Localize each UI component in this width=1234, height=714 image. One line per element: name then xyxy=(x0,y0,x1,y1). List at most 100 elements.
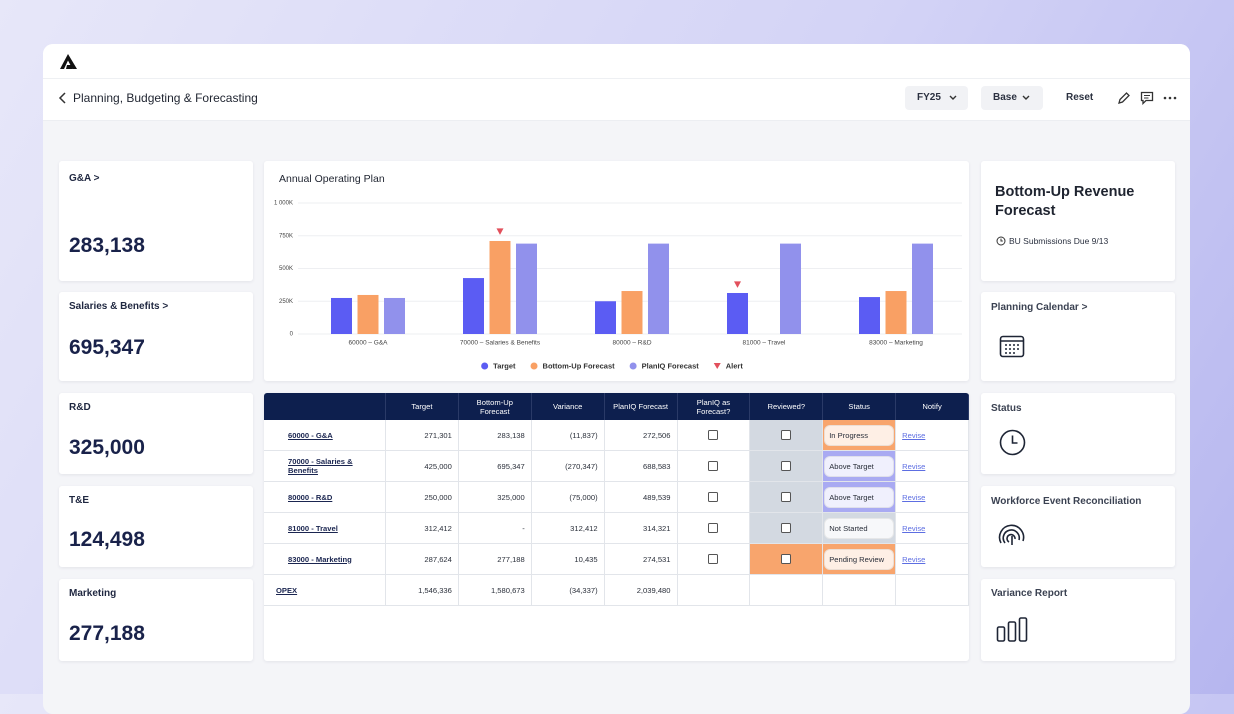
edit-icon[interactable] xyxy=(1117,91,1131,105)
bar-chart-icon xyxy=(996,617,1028,642)
breadcrumb[interactable]: Planning, Budgeting & Forecasting xyxy=(73,91,258,105)
reviewed-cell xyxy=(749,481,824,513)
nav-card[interactable]: Planning Calendar > xyxy=(981,292,1175,381)
account-link[interactable]: 83000 - Marketing xyxy=(264,543,386,575)
number-cell: 1,580,673 xyxy=(458,574,532,606)
reviewed-cell xyxy=(749,512,824,544)
kpi-card[interactable]: Marketing 277,188 xyxy=(59,579,253,661)
legend: Target Bottom-Up Forecast PlanIQ Forecast A… xyxy=(481,361,743,370)
checkbox[interactable] xyxy=(708,523,719,533)
number-cell: 2,039,480 xyxy=(604,574,678,606)
reviewed-cell xyxy=(749,420,824,451)
number-cell: 250,000 xyxy=(385,481,459,513)
number-cell: (75,000) xyxy=(531,481,605,513)
nav-card[interactable]: Workforce Event Reconciliation xyxy=(981,486,1175,567)
scenario-select[interactable]: Base xyxy=(981,86,1043,110)
header-cell xyxy=(264,393,386,420)
checkbox[interactable] xyxy=(708,492,719,502)
number-cell: 287,624 xyxy=(385,543,459,575)
chart: Annual Operating Plan 0 250K 500K 750K 1 000… xyxy=(274,173,962,370)
chart-card: Annual Operating Plan 0 250K 500K 750K 1 000… xyxy=(264,161,969,381)
reset-button[interactable]: Reset xyxy=(1066,92,1094,103)
reviewed-cell xyxy=(749,543,824,575)
account-link[interactable]: 70000 - Salaries & Benefits xyxy=(264,450,386,482)
checkbox[interactable] xyxy=(781,492,792,502)
bar xyxy=(331,297,352,334)
bar xyxy=(859,297,880,334)
more-icon[interactable] xyxy=(1163,95,1177,101)
checkbox[interactable] xyxy=(708,461,719,471)
status-pill: Above Target xyxy=(824,455,895,477)
y-tick-label: 250K xyxy=(279,299,293,305)
table-row: 60000 - G&A 271,301 283,138 (11,837) 272,506… xyxy=(264,420,969,451)
kpi-value: 124,498 xyxy=(69,528,145,551)
table-body: 60000 - G&A 271,301 283,138 (11,837) 272,506… xyxy=(264,420,969,606)
number-cell: 312,412 xyxy=(531,512,605,544)
table-row: 70000 - Salaries & Benefits 425,000 695,34… xyxy=(264,450,969,482)
forecast-card[interactable]: Bottom-Up Revenue Forecast BU Submission… xyxy=(981,161,1175,281)
bar xyxy=(489,240,511,334)
account-link[interactable]: OPEX xyxy=(264,574,386,606)
checkbox[interactable] xyxy=(781,461,792,471)
kpi-value: 325,000 xyxy=(69,436,145,459)
number-cell: 325,000 xyxy=(458,481,532,513)
legend-label: Target xyxy=(493,361,516,370)
card-title: Planning Calendar > xyxy=(991,302,1088,313)
x-tick-label: 81000 – Travel xyxy=(742,340,786,347)
checkbox[interactable] xyxy=(781,554,792,564)
empty-cell xyxy=(677,574,751,606)
account-link[interactable]: 80000 - R&D xyxy=(264,481,386,513)
empty-cell xyxy=(895,574,969,606)
legend-label: PlanIQ Forecast xyxy=(642,361,700,370)
calendar-icon xyxy=(999,335,1025,358)
notify-link[interactable]: Revise xyxy=(902,461,926,471)
account-link[interactable]: 81000 - Travel xyxy=(264,512,386,544)
kpi-card[interactable]: R&D 325,000 xyxy=(59,393,253,474)
checkbox[interactable] xyxy=(708,554,719,564)
number-cell: - xyxy=(458,512,532,544)
kpi-card[interactable]: T&E 124,498 xyxy=(59,486,253,567)
kpi-card[interactable]: G&A > 283,138 xyxy=(59,161,253,281)
account-link[interactable]: 60000 - G&A xyxy=(264,420,386,451)
empty-cell xyxy=(822,574,897,606)
checkbox[interactable] xyxy=(781,430,792,440)
back-icon[interactable] xyxy=(58,92,68,104)
notify-link[interactable]: Revise xyxy=(902,430,926,440)
notify-cell: Revise xyxy=(895,543,969,575)
scenario: Base xyxy=(993,92,1017,103)
kpi-card[interactable]: Salaries & Benefits > 695,347 xyxy=(59,292,253,381)
nav-card[interactable]: Status xyxy=(981,393,1175,474)
number-cell: 314,321 xyxy=(604,512,678,544)
header-cell: Status xyxy=(822,393,897,420)
checkbox-cell xyxy=(677,481,751,513)
number-cell: 688,583 xyxy=(604,450,678,482)
header-cell: Target xyxy=(385,393,459,420)
logo[interactable] xyxy=(59,53,79,71)
checkbox[interactable] xyxy=(781,523,792,533)
fiscal-year-select[interactable]: FY25 xyxy=(905,86,968,110)
kpi-label: Salaries & Benefits > xyxy=(69,301,169,312)
legend-marker xyxy=(530,362,538,370)
comment-icon[interactable] xyxy=(1140,91,1154,105)
notify-link[interactable]: Revise xyxy=(902,554,926,564)
legend-label: Bottom-Up Forecast xyxy=(543,361,616,370)
checkbox-cell xyxy=(677,543,751,575)
notify-link[interactable]: Revise xyxy=(902,492,926,502)
checkbox[interactable] xyxy=(708,430,719,440)
table-row: 81000 - Travel 312,412-312,412 314,321 Not … xyxy=(264,512,969,544)
nav-card[interactable]: Variance Report xyxy=(981,579,1175,661)
bar xyxy=(595,301,616,334)
notify-cell: Revise xyxy=(895,512,969,544)
kpi-value: 695,347 xyxy=(69,336,145,359)
card-title: Status xyxy=(991,403,1022,414)
bar xyxy=(648,243,669,334)
bar xyxy=(384,297,405,334)
status-cell: Pending Review xyxy=(822,543,897,575)
alert-marker xyxy=(496,228,504,235)
fiscal-year: FY25 xyxy=(917,92,941,103)
header-cell: PlanIQ Forecast xyxy=(604,393,678,420)
header-cell: PlanIQ as Forecast? xyxy=(677,393,751,420)
notify-link[interactable]: Revise xyxy=(902,523,926,533)
